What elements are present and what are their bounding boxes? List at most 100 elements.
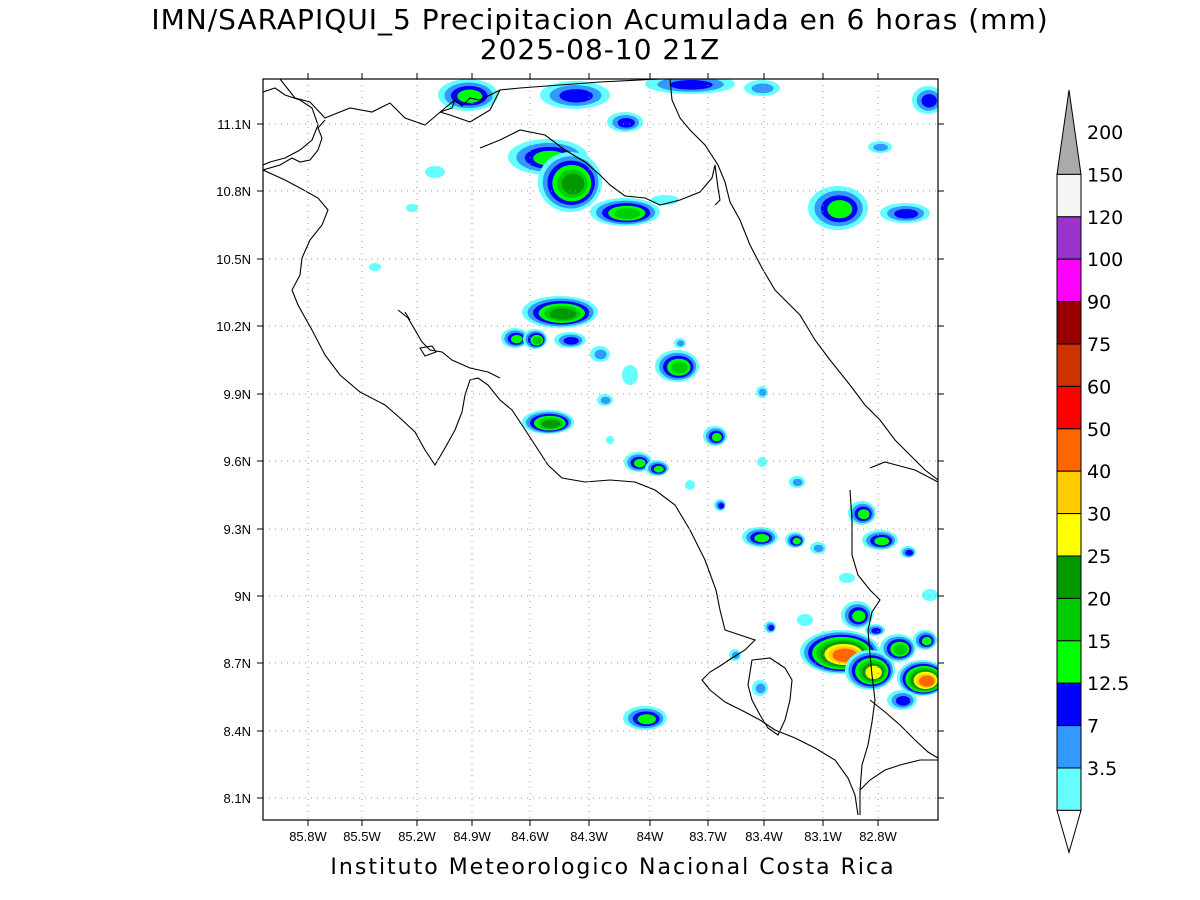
precip-contour — [718, 502, 725, 509]
precip-contour — [921, 637, 932, 646]
precip-contour — [653, 465, 664, 473]
colorbar-segment — [1056, 173, 1082, 218]
x-tick-label: 85.5W — [343, 829, 381, 844]
colorbar-segment — [1056, 597, 1082, 642]
colorbar-segment — [1056, 301, 1082, 345]
precip-contour — [758, 388, 767, 397]
colorbar-label: 12.5 — [1087, 673, 1129, 695]
y-tick-label: 10.5N — [216, 252, 251, 267]
longitude-tick-labels: 85.8W 85.5W 85.2W 84.9W 84.6W 84.3W 84W 83.7W 83… — [289, 829, 897, 844]
y-tick-label: 8.7N — [224, 656, 251, 671]
coastline-borders — [263, 79, 938, 816]
map-title: IMN/SARAPIQUI_5 Precipitacion Acumulada … — [151, 3, 1049, 36]
precip-contour — [919, 675, 935, 687]
colorbar-label: 15 — [1087, 631, 1111, 653]
colorbar-label: 3.5 — [1087, 758, 1117, 780]
y-tick-label: 8.1N — [224, 791, 251, 806]
colorbar-segment — [1056, 216, 1082, 260]
colorbar-top-arrow — [1056, 89, 1082, 175]
precip-contour — [792, 478, 803, 487]
nicaragua-border — [439, 89, 721, 206]
y-tick-label: 9.3N — [224, 522, 251, 537]
precip-contour — [457, 89, 483, 103]
precip-contour — [669, 80, 713, 90]
colorbar-label: 20 — [1087, 588, 1111, 610]
colorbar-label: 40 — [1087, 461, 1111, 483]
precip-contour — [676, 340, 685, 347]
precip-contour — [559, 89, 593, 103]
precip-contour — [857, 509, 870, 520]
precip-contour — [894, 209, 919, 219]
colorbar-label: 25 — [1087, 546, 1111, 568]
colorbar-segment — [1056, 640, 1082, 684]
precipitation-colorbar: 3.5 7 12.5 15 20 25 30 40 50 60 75 90 100 120 150 200 — [1056, 89, 1129, 855]
axis-ticks — [257, 73, 944, 826]
panama-border — [849, 461, 938, 815]
colorbar-label: 100 — [1087, 249, 1123, 271]
precip-contour — [827, 200, 853, 219]
precip-contour — [614, 208, 641, 219]
precip-contour — [874, 537, 890, 546]
precip-contour — [852, 610, 866, 623]
x-tick-label: 83.7W — [689, 829, 727, 844]
x-tick-label: 83.4W — [745, 829, 783, 844]
precip-contour — [905, 549, 914, 556]
gulf-of-nicoya — [397, 309, 501, 379]
panama-coast-south — [859, 699, 938, 791]
precip-contour — [757, 457, 767, 467]
colorbar-label: 120 — [1087, 207, 1123, 229]
precip-contour — [896, 696, 911, 706]
colorbar-segment — [1056, 767, 1082, 811]
colorbar-label: 60 — [1087, 376, 1111, 398]
latitude-tick-labels: 11.1N 10.8N 10.5N 10.2N 9.9N 9.6N 9.3N 9N 8.7N 8.… — [216, 117, 251, 806]
precip-contour — [600, 396, 611, 405]
precip-contour — [754, 534, 770, 543]
precip-contour — [755, 683, 766, 694]
colorbar-segment — [1056, 513, 1082, 557]
y-tick-label: 10.2N — [216, 319, 251, 334]
precip-contour — [839, 573, 855, 583]
precip-contour — [871, 627, 881, 634]
colorbar-segment — [1056, 725, 1082, 769]
precip-contour — [813, 544, 824, 553]
precip-contour — [711, 433, 722, 442]
precip-contour — [425, 166, 445, 178]
precip-contour — [893, 644, 908, 655]
precipitation-field — [369, 79, 938, 730]
colorbar-segment — [1056, 555, 1082, 599]
precip-contour — [922, 589, 938, 601]
x-tick-label: 84.3W — [570, 829, 608, 844]
precip-contour — [563, 336, 579, 345]
x-tick-label: 84.9W — [453, 829, 491, 844]
precip-contour — [792, 537, 801, 545]
colorbar-label: 200 — [1087, 122, 1123, 144]
lake-nicaragua-shore — [263, 87, 319, 166]
colorbar-segment — [1056, 343, 1082, 387]
precip-contour — [633, 459, 646, 468]
x-tick-label: 84W — [637, 829, 664, 844]
y-tick-label: 9.6N — [224, 454, 251, 469]
y-tick-label: 10.8N — [216, 184, 251, 199]
x-tick-label: 85.8W — [289, 829, 327, 844]
colorbar-label: 75 — [1087, 334, 1111, 356]
map-subtitle-datetime: 2025-08-10 21Z — [479, 33, 721, 66]
caribbean-coast — [669, 79, 938, 481]
footer-credit: Instituto Meteorologico Nacional Costa R… — [330, 855, 896, 880]
y-tick-label: 11.1N — [217, 117, 251, 132]
precip-contour — [873, 143, 888, 152]
precip-contour — [406, 204, 418, 212]
colorbar-label: 30 — [1087, 504, 1111, 526]
y-tick-label: 8.4N — [224, 724, 251, 739]
y-tick-label: 9.9N — [224, 387, 251, 402]
precip-contour — [617, 118, 635, 128]
precip-contour — [865, 665, 882, 680]
coast-fragment-north — [439, 99, 456, 113]
x-tick-label: 84.6W — [511, 829, 549, 844]
precip-contour — [921, 94, 937, 108]
y-tick-label: 9N — [234, 589, 251, 604]
colorbar-segment — [1056, 258, 1082, 303]
precip-contour — [622, 365, 638, 385]
colorbar-label: 7 — [1087, 716, 1099, 738]
colorbar-bottom-arrow — [1056, 809, 1082, 855]
